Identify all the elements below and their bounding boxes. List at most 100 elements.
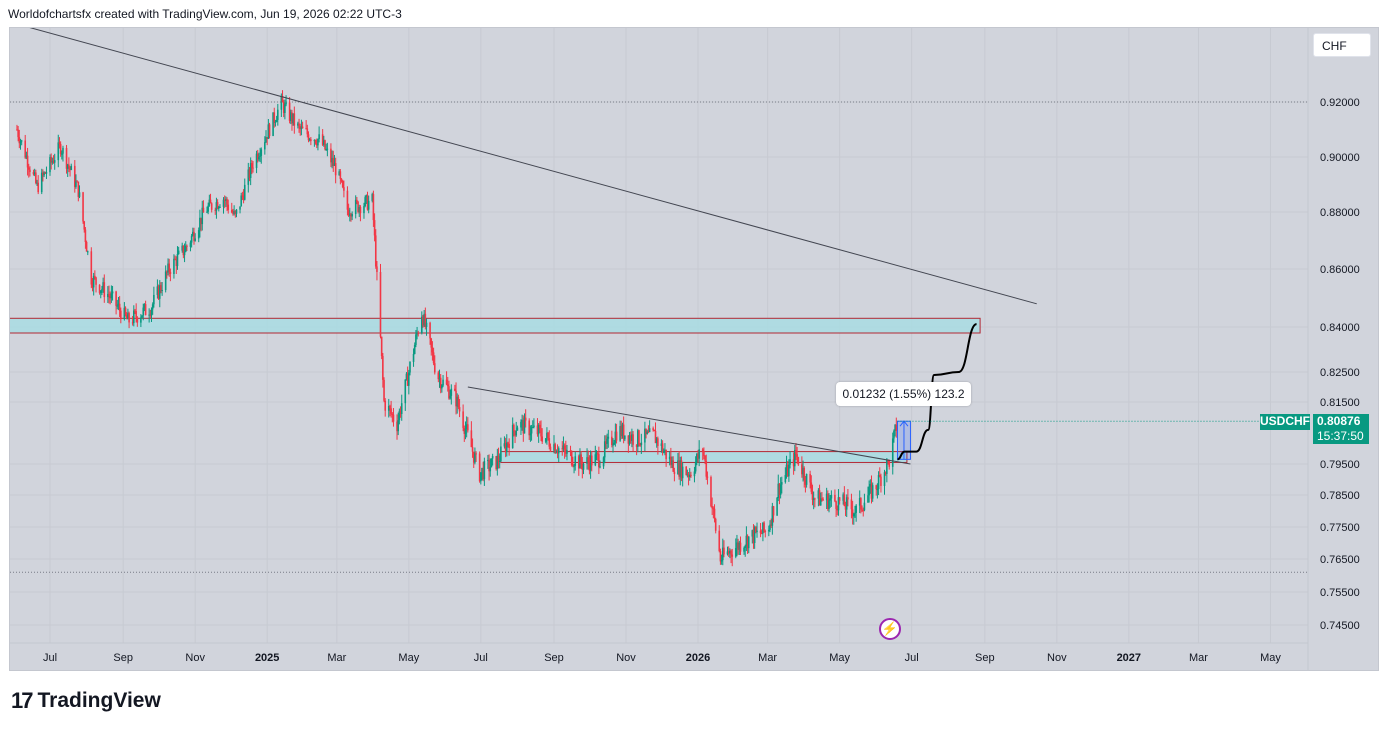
candle-body	[723, 547, 725, 555]
chart-area[interactable]: Jul Sep Nov 2025 Mar May Jul Sep Nov 2026 Mar May Ju…	[9, 27, 1379, 671]
candle-body	[640, 442, 643, 446]
candle-body	[697, 454, 699, 459]
candle-body	[573, 465, 575, 467]
candle-body	[289, 112, 292, 121]
candle-body	[210, 203, 213, 210]
candle-body	[531, 427, 534, 429]
candle-body	[387, 406, 390, 411]
candle-body	[413, 344, 416, 354]
candle-body	[582, 463, 585, 470]
y-tick-label: 0.76500	[1320, 554, 1360, 566]
candle-body	[357, 201, 359, 212]
candle-body	[572, 464, 574, 467]
candle-body	[553, 444, 555, 451]
candle-body	[590, 455, 593, 466]
candle-body	[863, 502, 866, 511]
candle-body	[390, 408, 392, 414]
candle-body	[880, 476, 882, 486]
candle-body	[835, 501, 837, 509]
lightning-icon[interactable]: ⚡	[879, 618, 901, 640]
candle-body	[539, 424, 541, 429]
candle-body	[615, 431, 618, 441]
candle-body	[293, 113, 296, 126]
candle-body	[701, 449, 704, 452]
candle-body	[769, 524, 771, 530]
candle-body	[555, 452, 558, 454]
candle-body	[406, 373, 409, 386]
candle-body	[207, 205, 209, 212]
candle-body	[299, 126, 302, 130]
candle-body	[412, 353, 415, 362]
candle-body	[134, 310, 136, 312]
candle-body	[614, 431, 617, 443]
currency-button[interactable]: CHF	[1313, 33, 1371, 57]
candle-body	[613, 442, 615, 445]
candle-body	[177, 250, 180, 255]
candle-body	[678, 460, 680, 477]
x-tick-label: Mar	[758, 652, 777, 664]
candle-body	[478, 453, 481, 482]
candle-body	[331, 157, 333, 163]
candle-body	[868, 486, 870, 496]
candle-body	[662, 451, 665, 453]
candle-body	[496, 455, 499, 470]
candle-body	[318, 134, 320, 140]
candle-body	[267, 124, 270, 139]
candle-body	[405, 373, 408, 380]
candle-body	[230, 209, 233, 213]
candle-body	[483, 461, 486, 480]
candle-body	[142, 307, 145, 316]
chart-svg[interactable]: Jul Sep Nov 2025 Mar May Jul Sep Nov 2026 Mar May Ju…	[10, 28, 1378, 670]
candle-body	[487, 459, 489, 462]
tradingview-logo[interactable]: 17 TradingView	[11, 688, 161, 714]
candle-body	[706, 476, 709, 478]
candle-body	[19, 141, 22, 144]
candle-body	[554, 444, 556, 453]
candle-body	[888, 460, 891, 467]
candle-body	[829, 498, 831, 501]
candle-body	[762, 522, 764, 534]
candle-body	[605, 441, 607, 444]
candle-body	[739, 542, 742, 552]
candle-body	[737, 542, 739, 550]
candle-body	[75, 181, 77, 187]
candle-body	[540, 428, 542, 437]
candle-body	[488, 459, 490, 472]
candle-body	[78, 192, 81, 197]
candle-body	[235, 209, 238, 214]
candle-body	[756, 530, 758, 533]
candle-body	[652, 428, 654, 431]
candle-body	[850, 499, 853, 510]
candle-body	[875, 485, 878, 490]
candle-body	[458, 407, 461, 412]
candle-body	[804, 480, 807, 485]
candle-body	[529, 433, 532, 436]
candle-body	[797, 456, 800, 465]
y-tick-label: 0.81500	[1320, 397, 1360, 409]
candle-body	[803, 467, 806, 481]
candle-body	[639, 444, 641, 446]
candle-body	[537, 424, 540, 435]
candle-body	[317, 139, 319, 146]
candle-body	[160, 285, 162, 291]
candle-body	[148, 314, 150, 316]
candle-body	[208, 199, 211, 206]
candle-body	[136, 317, 139, 323]
candle-body	[111, 291, 114, 294]
candle-body	[788, 464, 790, 477]
candle-body	[876, 489, 879, 491]
candle-body	[157, 286, 160, 299]
candle-body	[644, 428, 646, 443]
candle-body	[450, 388, 453, 396]
candle-body	[140, 317, 142, 323]
candle-body	[432, 352, 435, 364]
candle-body	[340, 178, 343, 181]
candle-body	[497, 455, 500, 462]
candle-body	[109, 295, 111, 299]
candle-body	[68, 164, 70, 168]
candle-body	[149, 314, 152, 316]
candle-body	[128, 313, 130, 323]
candle-body	[878, 475, 881, 477]
candle-body	[680, 460, 683, 479]
candle-body	[338, 171, 340, 176]
